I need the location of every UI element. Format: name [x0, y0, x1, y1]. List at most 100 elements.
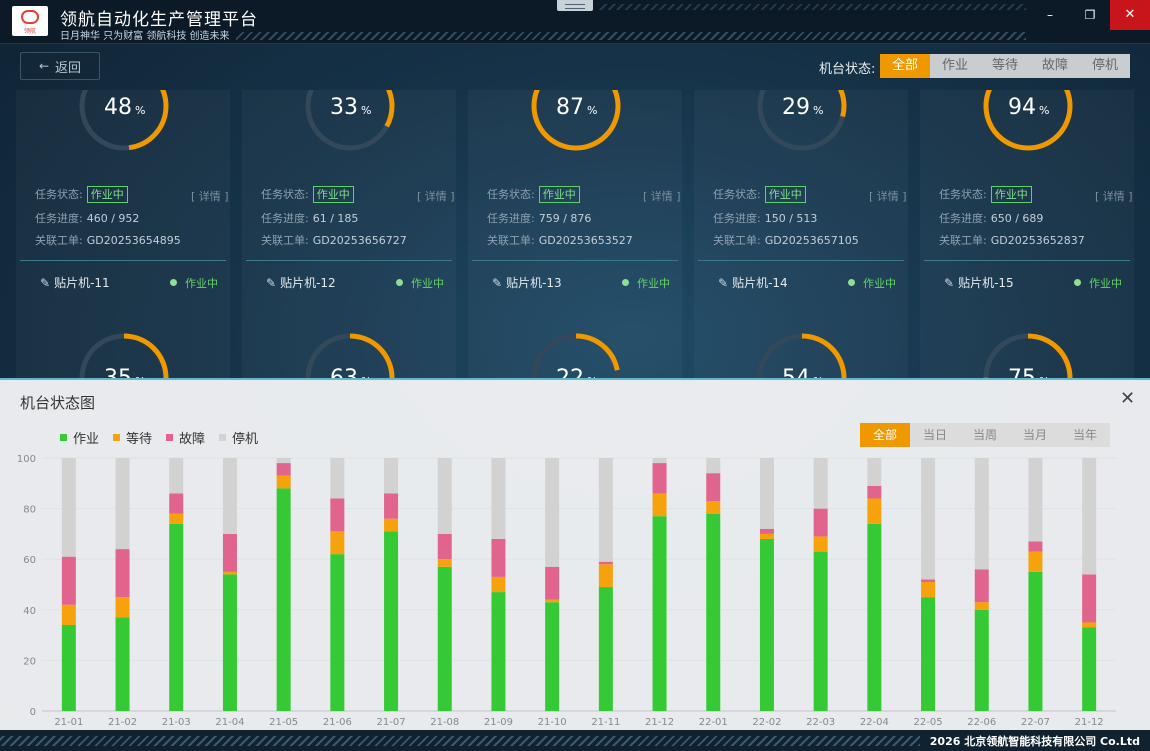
machine-name-label: 贴片机-11 [54, 276, 110, 290]
gauge-value: 29% [782, 95, 823, 120]
card-divider [472, 260, 678, 261]
x-tick-label: 21-04 [215, 717, 244, 728]
bar-segment [169, 458, 184, 494]
bar-segment [330, 458, 345, 499]
bar-segment [1028, 571, 1043, 711]
detail-link[interactable]: [ 详情 ] [869, 190, 907, 203]
status-filter-waiting[interactable]: 等待 [980, 54, 1030, 78]
placement-machine-icon: ✎ [40, 276, 51, 290]
close-icon[interactable]: ✕ [1120, 388, 1136, 409]
task-status-row: 任务状态: 作业中 [939, 186, 1032, 203]
bar-segment [1028, 551, 1043, 572]
bar-segment [652, 493, 667, 517]
range-year[interactable]: 当年 [1060, 423, 1110, 447]
gauge-value: 94% [1008, 95, 1049, 120]
chart-legend: 作业 等待 故障 停机 [60, 428, 258, 447]
status-filter-running[interactable]: 作业 [930, 54, 980, 78]
gauge-value: 87% [556, 95, 597, 120]
bar-segment [222, 533, 237, 572]
y-tick-label: 80 [23, 505, 36, 516]
maximize-button[interactable]: ❐ [1084, 8, 1096, 22]
machine-name: ✎ 贴片机-15 [944, 274, 1014, 291]
gauge-number: 94 [1008, 95, 1036, 120]
bar-segment [867, 523, 882, 711]
status-filter-fault[interactable]: 故障 [1030, 54, 1080, 78]
gauge-unit: % [1039, 104, 1050, 117]
status-dot-icon [848, 279, 855, 286]
x-tick-label: 21-06 [323, 717, 352, 728]
gauge-progress [531, 90, 621, 151]
detail-link[interactable]: [ 详情 ] [191, 190, 229, 203]
range-day[interactable]: 当日 [910, 423, 960, 447]
legend-item[interactable]: 等待 [113, 428, 152, 447]
bar-segment [974, 569, 989, 603]
task-progress-row: 任务进度: 650 / 689 [939, 210, 1043, 226]
drag-handle[interactable] [557, 0, 593, 11]
task-progress-row: 任务进度: 759 / 876 [487, 210, 591, 226]
range-all[interactable]: 全部 [860, 423, 910, 447]
bar-segment [115, 617, 130, 711]
bar-segment [115, 549, 130, 598]
legend-item[interactable]: 停机 [219, 428, 258, 447]
minimize-button[interactable]: – [1047, 8, 1053, 22]
bar-segment [1082, 627, 1097, 711]
placement-machine-icon: ✎ [266, 276, 277, 290]
x-tick-label: 21-11 [591, 717, 620, 728]
x-tick-label: 22-04 [860, 717, 889, 728]
work-order-label: 关联工单: [487, 234, 535, 247]
bar-segment [1028, 541, 1043, 552]
machine-name-label: 贴片机-13 [506, 276, 562, 290]
footer: 2026 北京领航智能科技有限公司 Co.Ltd [0, 730, 1150, 751]
status-badge: 作业中 [764, 186, 806, 203]
legend-item[interactable]: 故障 [166, 428, 205, 447]
status-dot-icon [170, 279, 177, 286]
gauge-number: 33 [330, 95, 358, 120]
bar-segment [437, 566, 452, 711]
x-tick-label: 22-06 [967, 717, 996, 728]
bar-segment [276, 475, 291, 489]
close-window-button[interactable]: ✕ [1110, 0, 1150, 30]
detail-link[interactable]: [ 详情 ] [643, 190, 681, 203]
bar-segment [330, 531, 345, 555]
bar-segment [169, 523, 184, 711]
bar-segment [706, 473, 721, 502]
bar-segment [652, 516, 667, 711]
gauge-value: 33% [330, 95, 371, 120]
status-filter-stopped[interactable]: 停机 [1080, 54, 1130, 78]
bar-segment [921, 581, 936, 598]
range-week[interactable]: 当周 [960, 423, 1010, 447]
y-tick-label: 0 [30, 707, 36, 718]
legend-label: 等待 [126, 432, 153, 447]
work-order-row: 关联工单: GD20253652837 [939, 232, 1085, 248]
work-order-row: 关联工单: GD20253653527 [487, 232, 633, 248]
gauge-unit: % [361, 375, 371, 380]
task-status-row: 任务状态: 作业中 [487, 186, 580, 203]
range-month[interactable]: 当月 [1010, 423, 1060, 447]
x-tick-label: 22-03 [806, 717, 835, 728]
legend-item[interactable]: 作业 [60, 428, 99, 447]
machine-status-panel: 机台状态图 ✕ 作业 等待 故障 停机 全部 当日 当周 当月 当年 0 20 40 60 8… [0, 378, 1150, 730]
gauge-value: 63% [330, 366, 371, 380]
machine-status-label: 作业中 [411, 277, 444, 290]
bar-segment [1082, 458, 1097, 575]
bar-segment [276, 463, 291, 476]
time-range-filter: 全部 当日 当周 当月 当年 [860, 423, 1110, 447]
gauge-unit: % [135, 104, 146, 117]
status-filter-all[interactable]: 全部 [880, 54, 930, 78]
x-tick-label: 22-02 [752, 717, 781, 728]
back-button[interactable]: ← 返回 [20, 52, 100, 80]
gauge-progress [305, 90, 395, 151]
gauge-unit: % [587, 375, 597, 380]
detail-link[interactable]: [ 详情 ] [417, 190, 455, 203]
progress-gauge [305, 90, 395, 151]
task-status-label: 任务状态: [713, 188, 761, 201]
task-status-row: 任务状态: 作业中 [713, 186, 806, 203]
work-order-label: 关联工单: [939, 234, 987, 247]
detail-link[interactable]: [ 详情 ] [1095, 190, 1133, 203]
gauge-number: 29 [782, 95, 810, 120]
gauge-number: 48 [104, 95, 132, 120]
bar-segment [1028, 458, 1043, 542]
gauge-number: 22 [556, 366, 584, 380]
bar-segment [706, 513, 721, 711]
title-bar[interactable]: 领航 领航自动化生产管理平台 日月神华 只为财富 领航科技 创造未来 – ❐ ✕ [0, 0, 1150, 44]
